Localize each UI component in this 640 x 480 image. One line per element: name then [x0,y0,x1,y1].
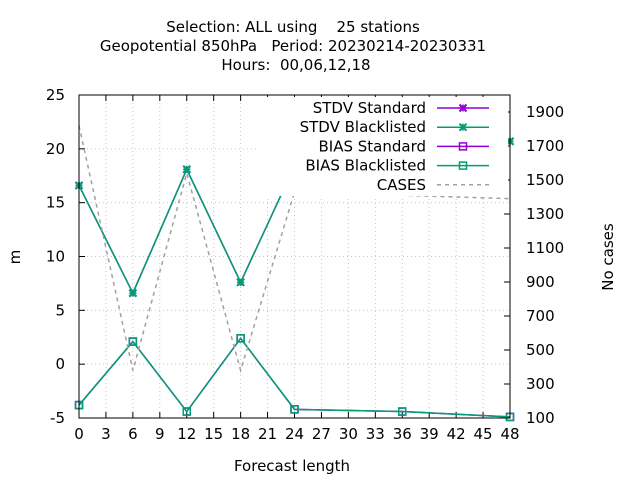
x-tick-label: 27 [312,425,331,443]
y-tick-label: 0 [55,355,65,373]
legend-label-cases: CASES [377,176,426,194]
data-point-bias-blacklisted [128,337,138,346]
legend-label-bias-blacklisted: BIAS Blacklisted [305,157,426,175]
x-tick-label: 6 [128,425,138,443]
y2-tick-label: 100 [526,409,555,427]
data-point-stdv-blacklisted [236,278,245,287]
y-axis-title: m [6,250,24,265]
legend-marker-stdv-blacklisted [458,122,468,132]
series-line-bias-blacklisted [78,337,511,418]
y2-tick-label: 1700 [526,137,564,155]
title-line-2: Geopotential 850hPa Period: 20230214-202… [100,37,486,55]
y2-tick-label: 900 [526,273,555,291]
data-point-stdv-blacklisted [182,165,191,174]
x-tick-label: 39 [420,425,439,443]
legend-label-bias-standard: BIAS Standard [318,137,426,155]
legend-marker-bias-blacklisted [458,161,468,170]
y2-tick-label: 700 [526,307,555,325]
x-tick-label: 9 [155,425,165,443]
x-tick-label: 30 [339,425,358,443]
legend-label-stdv-blacklisted: STDV Blacklisted [300,118,426,136]
title-line-3: Hours: 00,06,12,18 [221,56,370,74]
legend-label-stdv-standard: STDV Standard [313,99,426,117]
x-tick-label: 12 [177,425,196,443]
x-tick-label: 15 [204,425,223,443]
series-line-bias-standard [78,337,511,418]
legend-marker-stdv-standard [458,103,468,113]
x-tick-label: 24 [285,425,304,443]
x-tick-label: 33 [366,425,385,443]
y2-tick-label: 1500 [526,171,564,189]
y-tick-label: 25 [46,86,65,104]
axis-ticks: 0 3 6 9 12 15 18 21 24 27 30 33 36 39 42 45 48-505101520… [46,86,564,443]
y-tick-label: 10 [46,248,65,266]
y2-tick-label: 500 [526,341,555,359]
x-tick-label: 3 [101,425,111,443]
x-tick-label: 45 [474,425,493,443]
data-point-bias-blacklisted [236,334,245,343]
title-line-1: Selection: ALL using 25 stations [166,18,420,36]
x-tick-label: 42 [447,425,466,443]
y2-tick-label: 1300 [526,205,564,223]
y2-tick-label: 1900 [526,103,564,121]
data-point-stdv-blacklisted [128,288,138,298]
x-axis-title: Forecast length [234,457,350,475]
y-tick-label: 5 [55,301,65,319]
data-point-bias-blacklisted [290,405,299,414]
y-tick-label: 20 [46,140,65,158]
y-tick-label: 15 [46,194,65,212]
y-tick-label: -5 [50,409,65,427]
x-tick-label: 18 [231,425,250,443]
x-tick-label: 0 [74,425,84,443]
data-point-bias-blacklisted [182,407,191,416]
chart-title: Selection: ALL using 25 stations Geopote… [100,18,486,74]
data-point-bias-blacklisted [398,407,407,416]
y2-tick-label: 300 [526,375,555,393]
x-tick-label: 48 [500,425,519,443]
y2-axis-title: No cases [599,223,617,291]
plot-border [78,94,511,419]
y2-tick-label: 1100 [526,239,564,257]
x-tick-label: 36 [393,425,412,443]
x-tick-label: 21 [258,425,277,443]
legend-marker-bias-standard [458,142,468,151]
